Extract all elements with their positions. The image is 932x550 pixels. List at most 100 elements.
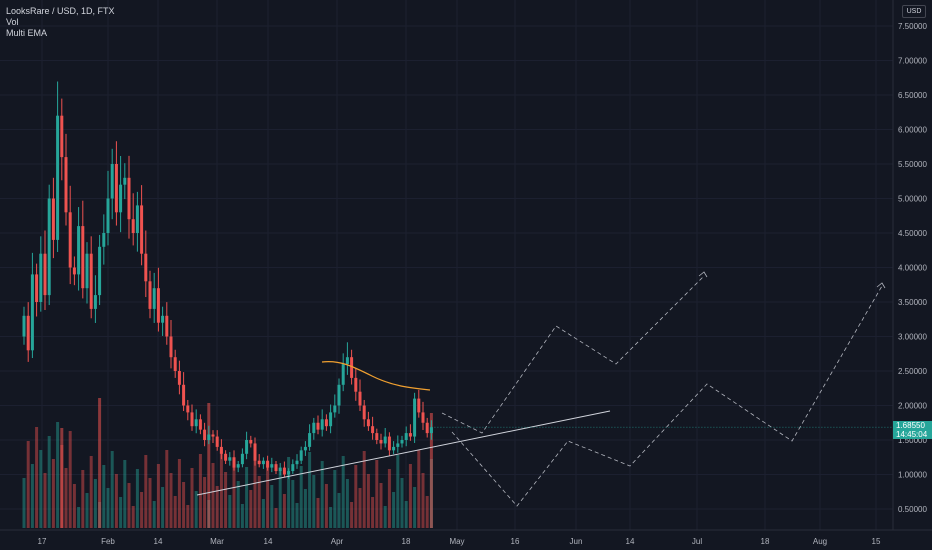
candle-body xyxy=(85,253,89,289)
candle-body xyxy=(140,205,144,254)
candle-body xyxy=(123,177,127,185)
candle-body xyxy=(22,315,26,337)
volume-bar xyxy=(413,487,417,528)
volume-bar xyxy=(68,431,72,528)
volume-bar xyxy=(287,457,291,528)
time-axis[interactable]: 17 Feb 14 Mar 14 Apr 18 May 16 Jun 14 Jul 18 Aug 15 xyxy=(38,537,881,546)
candle-body xyxy=(278,467,282,472)
candle-body xyxy=(245,440,249,454)
candle-body xyxy=(81,226,85,289)
candle-body xyxy=(240,453,244,465)
ema-indicator-label[interactable]: Multi EMA xyxy=(6,28,48,38)
price-tick-label: 3.00000 xyxy=(898,333,927,342)
candle-body xyxy=(35,274,39,302)
candle-body xyxy=(249,440,253,444)
volume-bar xyxy=(39,450,43,528)
volume-bar xyxy=(270,485,274,528)
candle-body xyxy=(362,405,366,420)
volume-bar xyxy=(47,436,51,528)
candle-body xyxy=(236,464,240,468)
volume-bar xyxy=(102,465,106,528)
candle-body xyxy=(119,184,123,213)
price-tick-label: 7.00000 xyxy=(898,57,927,66)
candle-body xyxy=(156,288,160,323)
volume-bar xyxy=(169,473,173,528)
volume-bar xyxy=(198,454,202,528)
ema-line[interactable] xyxy=(321,361,431,391)
time-tick-label: Apr xyxy=(331,537,344,546)
candle-body xyxy=(345,357,349,365)
volume-bar xyxy=(60,428,64,528)
current-price-value: 1.68550 xyxy=(896,421,925,431)
bar-countdown: 14:45:04 xyxy=(896,430,928,440)
candle-body xyxy=(93,295,97,309)
candle-body xyxy=(392,446,396,451)
candle-body xyxy=(400,440,404,444)
volume-bar xyxy=(400,478,404,528)
volume-bar xyxy=(228,495,232,528)
volume-bar xyxy=(161,487,165,528)
volume-bar xyxy=(333,470,337,528)
candle-body xyxy=(51,198,55,240)
drawings[interactable] xyxy=(196,271,893,507)
candle-body xyxy=(308,433,312,447)
projection-path-upper[interactable] xyxy=(441,275,705,434)
volume-bar xyxy=(127,483,131,528)
time-tick-label: Mar xyxy=(210,537,224,546)
candle-body xyxy=(408,433,412,437)
candle-body xyxy=(291,464,295,472)
candle-body xyxy=(56,115,60,240)
volume-bar xyxy=(110,451,114,528)
candle-body xyxy=(429,427,433,434)
volume-bar xyxy=(51,459,55,528)
candle-body xyxy=(47,198,51,296)
volume-bar xyxy=(182,482,186,528)
volume-bar xyxy=(148,478,152,528)
volume-bar xyxy=(186,505,190,528)
candle-body xyxy=(375,433,379,440)
volume-bar xyxy=(324,484,328,528)
candle-body xyxy=(106,198,110,233)
candle-body xyxy=(169,336,173,358)
time-tick-label: Jun xyxy=(570,537,583,546)
candle-body xyxy=(274,464,278,472)
volume-bar xyxy=(354,465,358,528)
volume-bar xyxy=(257,476,261,528)
volume-bar xyxy=(194,491,198,528)
volume-bar xyxy=(329,507,333,528)
volume-bar xyxy=(383,506,387,528)
candle-body xyxy=(39,253,43,302)
volume-bar xyxy=(337,493,341,528)
candle-body xyxy=(177,371,181,385)
volume-bar xyxy=(261,499,265,528)
volume-bar xyxy=(219,449,223,528)
trend-line[interactable] xyxy=(196,410,611,496)
volume-bar xyxy=(64,468,68,528)
candle-body xyxy=(148,281,152,309)
volume-bar xyxy=(303,489,307,528)
candle-body xyxy=(413,398,417,437)
candle-body xyxy=(224,453,228,461)
candle-body xyxy=(68,212,72,268)
currency-badge[interactable]: USD xyxy=(902,5,926,18)
legend: LooksRare / USD, 1D, FTX Vol Multi EMA xyxy=(6,6,115,39)
candle-body xyxy=(366,419,370,427)
volume-bar xyxy=(266,462,270,528)
volume-indicator-label[interactable]: Vol xyxy=(6,17,19,27)
price-tick-label: 4.00000 xyxy=(898,264,927,273)
candle-body xyxy=(228,457,232,461)
symbol-title[interactable]: LooksRare / USD, 1D, FTX xyxy=(6,6,115,16)
volume-bar xyxy=(106,488,110,528)
candle-body xyxy=(282,467,286,475)
volume-bar xyxy=(421,473,425,528)
projection-path-lower[interactable] xyxy=(451,285,883,507)
volume-bar xyxy=(81,470,85,528)
price-axis[interactable]: 7.50000 7.00000 6.50000 6.00000 5.50000 5.000… xyxy=(898,22,927,514)
volume-bar xyxy=(207,403,211,528)
volume-bar xyxy=(371,497,375,528)
candle-body xyxy=(261,460,265,465)
volume-bar xyxy=(308,452,312,528)
candle-body xyxy=(404,433,408,440)
